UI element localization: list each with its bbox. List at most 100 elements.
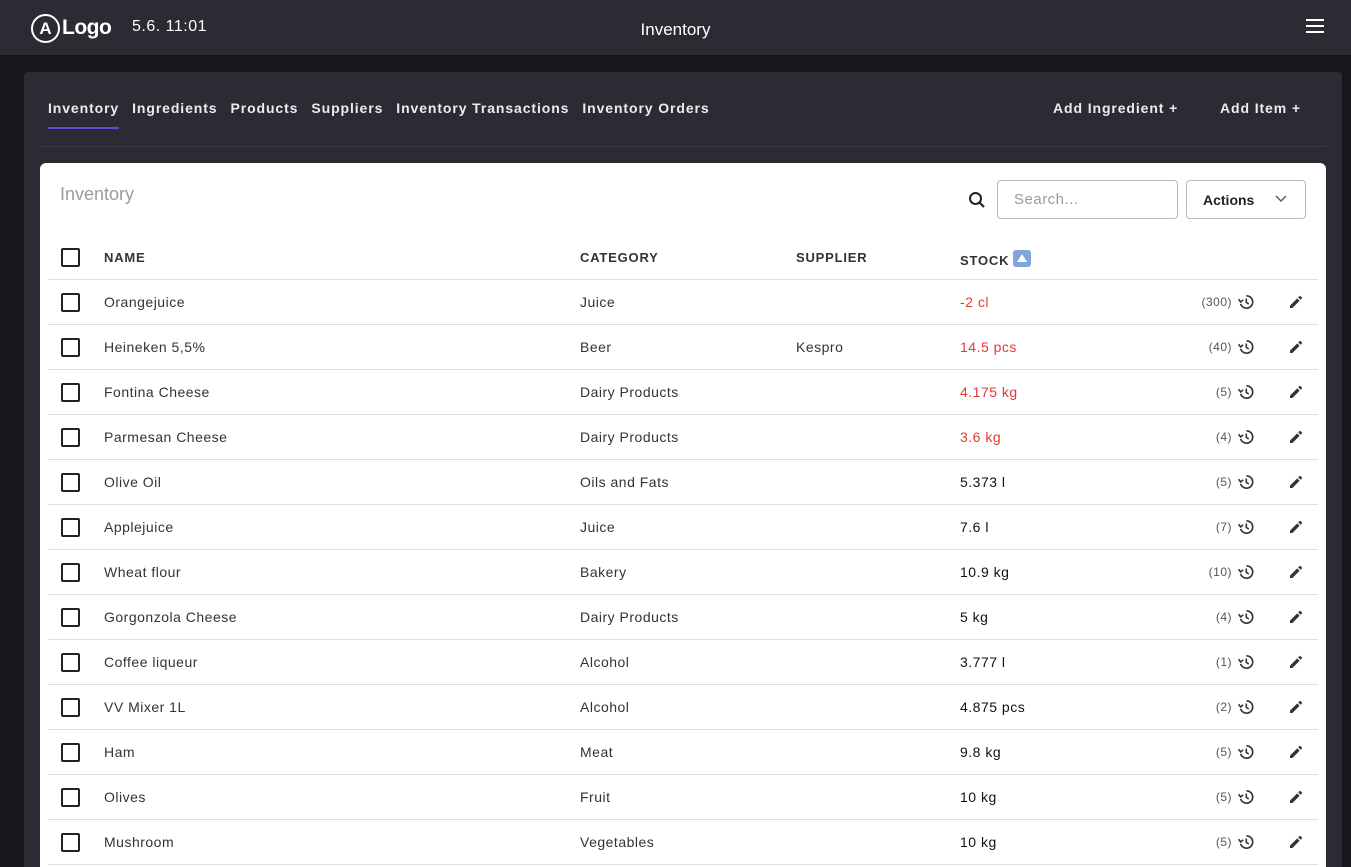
row-checkbox[interactable] bbox=[61, 653, 80, 672]
row-checkbox[interactable] bbox=[61, 833, 80, 852]
tab-inventory-transactions[interactable]: Inventory Transactions bbox=[396, 100, 570, 116]
row-checkbox[interactable] bbox=[61, 518, 80, 537]
table-row[interactable]: Orangejuice Juice -2 cl (300) bbox=[48, 280, 1318, 325]
table-header: NAME CATEGORY SUPPLIER STOCK bbox=[48, 234, 1318, 280]
edit-icon[interactable] bbox=[1288, 564, 1304, 580]
cell-name: Parmesan Cheese bbox=[104, 429, 228, 445]
add-ingredient-button[interactable]: Add Ingredient + bbox=[1053, 100, 1179, 116]
history-icon[interactable] bbox=[1237, 564, 1254, 580]
history-icon[interactable] bbox=[1237, 384, 1254, 400]
edit-icon[interactable] bbox=[1288, 519, 1304, 535]
table-row[interactable]: Fontina Cheese Dairy Products 4.175 kg (5) bbox=[48, 370, 1318, 415]
table-row[interactable]: Olive Oil Oils and Fats 5.373 l (5) bbox=[48, 460, 1318, 505]
cell-name: Olives bbox=[104, 789, 146, 805]
transaction-count: (5) bbox=[1215, 385, 1232, 399]
cell-name: Ham bbox=[104, 744, 136, 760]
row-checkbox[interactable] bbox=[61, 473, 80, 492]
edit-icon[interactable] bbox=[1288, 654, 1304, 670]
cell-category: Juice bbox=[580, 519, 616, 535]
row-checkbox[interactable] bbox=[61, 293, 80, 312]
transaction-count: (2) bbox=[1215, 700, 1232, 714]
tab-inventory-orders[interactable]: Inventory Orders bbox=[582, 100, 710, 116]
actions-dropdown[interactable]: Actions bbox=[1186, 180, 1306, 219]
edit-icon[interactable] bbox=[1288, 339, 1304, 355]
edit-icon[interactable] bbox=[1288, 699, 1304, 715]
cell-stock: 4.875 pcs bbox=[960, 699, 1026, 715]
chevron-down-icon bbox=[1275, 195, 1287, 202]
app-logo[interactable]: A Logo bbox=[31, 13, 112, 43]
transaction-count: (40) bbox=[1208, 340, 1232, 354]
cell-stock: 7.6 l bbox=[960, 519, 989, 535]
cell-stock: 3.777 l bbox=[960, 654, 1006, 670]
edit-icon[interactable] bbox=[1288, 474, 1304, 490]
tab-products[interactable]: Products bbox=[230, 100, 299, 116]
cell-name: Mushroom bbox=[104, 834, 175, 850]
add-item-button[interactable]: Add Item + bbox=[1220, 100, 1301, 116]
edit-icon[interactable] bbox=[1288, 294, 1304, 310]
cell-name: Orangejuice bbox=[104, 294, 185, 310]
history-icon[interactable] bbox=[1237, 699, 1254, 715]
table-row[interactable]: Mushroom Vegetables 10 kg (5) bbox=[48, 820, 1318, 865]
history-icon[interactable] bbox=[1237, 834, 1254, 850]
transaction-count: (300) bbox=[1201, 295, 1232, 309]
history-icon[interactable] bbox=[1237, 519, 1254, 535]
table-row[interactable]: Parmesan Cheese Dairy Products 3.6 kg (4) bbox=[48, 415, 1318, 460]
row-checkbox[interactable] bbox=[61, 743, 80, 762]
cell-stock: 9.8 kg bbox=[960, 744, 1002, 760]
history-icon[interactable] bbox=[1237, 474, 1254, 490]
column-header-category[interactable]: CATEGORY bbox=[580, 250, 659, 265]
history-icon[interactable] bbox=[1237, 429, 1254, 445]
hamburger-menu-icon[interactable] bbox=[1304, 19, 1326, 37]
tab-suppliers[interactable]: Suppliers bbox=[311, 100, 384, 116]
table-row[interactable]: VV Mixer 1L Alcohol 4.875 pcs (2) bbox=[48, 685, 1318, 730]
row-checkbox[interactable] bbox=[61, 563, 80, 582]
inventory-table: NAME CATEGORY SUPPLIER STOCK Orangejuice… bbox=[48, 234, 1318, 865]
cell-stock: 10 kg bbox=[960, 789, 997, 805]
search-input[interactable] bbox=[997, 180, 1178, 219]
column-header-supplier[interactable]: SUPPLIER bbox=[796, 250, 868, 265]
table-row[interactable]: Wheat flour Bakery 10.9 kg (10) bbox=[48, 550, 1318, 595]
transaction-count: (5) bbox=[1215, 475, 1232, 489]
row-checkbox[interactable] bbox=[61, 428, 80, 447]
edit-icon[interactable] bbox=[1288, 609, 1304, 625]
column-header-stock-label: STOCK bbox=[960, 253, 1010, 268]
edit-icon[interactable] bbox=[1288, 429, 1304, 445]
cell-name: Heineken 5,5% bbox=[104, 339, 206, 355]
cell-category: Dairy Products bbox=[580, 429, 679, 445]
row-checkbox[interactable] bbox=[61, 608, 80, 627]
table-row[interactable]: Ham Meat 9.8 kg (5) bbox=[48, 730, 1318, 775]
column-header-stock[interactable]: STOCK bbox=[960, 250, 1032, 268]
edit-icon[interactable] bbox=[1288, 744, 1304, 760]
row-checkbox[interactable] bbox=[61, 338, 80, 357]
row-checkbox[interactable] bbox=[61, 698, 80, 717]
cell-name: Wheat flour bbox=[104, 564, 182, 580]
sort-ascending-icon[interactable] bbox=[1013, 250, 1032, 267]
column-header-name[interactable]: NAME bbox=[104, 250, 146, 265]
table-row[interactable]: Coffee liqueur Alcohol 3.777 l (1) bbox=[48, 640, 1318, 685]
history-icon[interactable] bbox=[1237, 294, 1254, 310]
cell-stock: 5.373 l bbox=[960, 474, 1006, 490]
cell-supplier: Kespro bbox=[796, 339, 844, 355]
row-checkbox[interactable] bbox=[61, 383, 80, 402]
cell-category: Beer bbox=[580, 339, 612, 355]
history-icon[interactable] bbox=[1237, 654, 1254, 670]
history-icon[interactable] bbox=[1237, 789, 1254, 805]
actions-label: Actions bbox=[1203, 191, 1255, 208]
table-row[interactable]: Applejuice Juice 7.6 l (7) bbox=[48, 505, 1318, 550]
table-row[interactable]: Gorgonzola Cheese Dairy Products 5 kg (4) bbox=[48, 595, 1318, 640]
edit-icon[interactable] bbox=[1288, 789, 1304, 805]
tab-ingredients[interactable]: Ingredients bbox=[132, 100, 218, 116]
history-icon[interactable] bbox=[1237, 744, 1254, 760]
table-row[interactable]: Olives Fruit 10 kg (5) bbox=[48, 775, 1318, 820]
edit-icon[interactable] bbox=[1288, 834, 1304, 850]
search-icon[interactable] bbox=[968, 191, 986, 209]
table-row[interactable]: Heineken 5,5% Beer Kespro 14.5 pcs (40) bbox=[48, 325, 1318, 370]
top-app-bar: A Logo 5.6. 11:01 Inventory bbox=[0, 0, 1351, 55]
tab-inventory[interactable]: Inventory bbox=[48, 100, 120, 129]
edit-icon[interactable] bbox=[1288, 384, 1304, 400]
select-all-checkbox[interactable] bbox=[61, 248, 80, 267]
cell-name: Applejuice bbox=[104, 519, 174, 535]
history-icon[interactable] bbox=[1237, 609, 1254, 625]
history-icon[interactable] bbox=[1237, 339, 1254, 355]
row-checkbox[interactable] bbox=[61, 788, 80, 807]
